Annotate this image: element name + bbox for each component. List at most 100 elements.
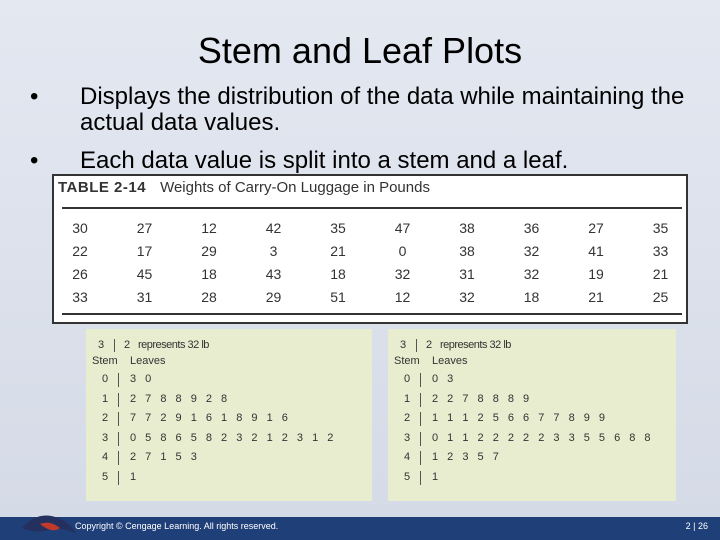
table-cell: 36	[523, 220, 540, 236]
stem: 1	[101, 392, 109, 405]
table-cell: 17	[136, 243, 153, 259]
key-text: represents 32 lb	[138, 339, 209, 351]
divider	[420, 451, 421, 465]
table-cell: 18	[523, 289, 540, 305]
rule	[62, 313, 682, 315]
table-caption: Weights of Carry-On Luggage in Pounds	[160, 179, 430, 196]
divider	[420, 412, 421, 426]
stem-header: Stem	[92, 355, 118, 367]
stem: 1	[403, 392, 411, 405]
leaves: 7 7 2 9 1 6 1 8 9 1 6	[130, 412, 288, 424]
table-cell: 12	[201, 220, 217, 236]
table-cell: 38	[459, 220, 475, 236]
table-cell: 19	[588, 266, 604, 282]
key-stem: 3	[399, 339, 407, 351]
data-table: TABLE 2-14 Weights of Carry-On Luggage in…	[52, 174, 688, 324]
table-cell: 27	[588, 220, 604, 236]
leaves: 2 2 7 8 8 8 9	[432, 392, 530, 405]
divider	[420, 392, 421, 407]
table-cell: 32	[523, 243, 540, 259]
divider	[118, 470, 119, 485]
stem: 0	[403, 373, 411, 385]
stem-header: Stem	[394, 355, 420, 367]
page-number: 2 | 26	[685, 521, 708, 531]
divider	[118, 451, 119, 465]
table-cell: 35	[652, 220, 669, 236]
leaves-header: Leaves	[432, 355, 468, 367]
stem: 3	[403, 431, 411, 444]
table-cell: 31	[459, 266, 475, 282]
leaves: 0 3	[432, 373, 454, 385]
divider	[118, 392, 119, 407]
divider	[420, 431, 421, 446]
table-cell: 28	[201, 289, 217, 305]
leaves: 1 2 3 5 7	[432, 451, 499, 463]
rule	[62, 207, 682, 209]
stem: 4	[101, 451, 109, 463]
stem-leaf-panel: 3 2 represents 32 lb Stem Leaves 0 0 3 1 2 2 7 8…	[388, 329, 676, 501]
table-cell: 30	[72, 220, 88, 236]
stem: 3	[101, 431, 109, 444]
key-stem: 3	[97, 339, 105, 351]
leaves: 3 0	[130, 373, 152, 385]
table-cell: 38	[459, 243, 475, 259]
table-cell: 33	[72, 289, 88, 305]
stem-leaf-panel: 3 2 represents 32 lb Stem Leaves 0 3 0 1 2 7 8 8…	[86, 329, 372, 501]
stem: 2	[101, 412, 109, 424]
key-divider	[416, 339, 417, 352]
table-cell: 25	[652, 289, 669, 305]
leaves: 2 7 1 5 3	[130, 451, 197, 463]
bird-logo	[22, 515, 76, 534]
leaves: 0 5 8 6 5 8 2 3 2 1 2 3 1 2	[130, 431, 334, 444]
table-cell: 42	[265, 220, 282, 236]
table-cell: 41	[588, 243, 604, 259]
footer-bar	[0, 517, 720, 540]
leaves: 0 1 1 2 2 2 2 2 3 3 5 5 6 8 8	[432, 431, 651, 444]
table-cell: 0	[398, 243, 407, 259]
table-cell: 32	[459, 289, 475, 305]
stem: 5	[403, 470, 411, 483]
divider	[420, 373, 421, 387]
copyright: Copyright © Cengage Learning. All rights…	[75, 521, 279, 531]
stem: 2	[403, 412, 411, 424]
stem: 0	[101, 373, 109, 385]
key-text: represents 32 lb	[440, 339, 511, 351]
table-cell: 27	[136, 220, 153, 236]
key-leaf: 2	[124, 339, 131, 351]
table-cell: 29	[201, 243, 217, 259]
table-cell: 18	[201, 266, 217, 282]
key-leaf: 2	[426, 339, 433, 351]
table-cell: 12	[394, 289, 411, 305]
stem: 4	[403, 451, 411, 463]
leaves-header: Leaves	[130, 355, 166, 367]
table-cell: 3	[269, 243, 278, 259]
divider	[118, 412, 119, 426]
leaves: 1	[432, 470, 439, 483]
slide-title: Stem and Leaf Plots	[197, 30, 523, 71]
table-cell: 32	[394, 266, 411, 282]
divider	[118, 373, 119, 387]
table-cell: 21	[330, 243, 346, 259]
table-cell: 21	[652, 266, 669, 282]
table-cell: 26	[72, 266, 88, 282]
leaves: 1	[130, 470, 137, 483]
table-cell: 32	[523, 266, 540, 282]
table-cell: 29	[265, 289, 282, 305]
leaves: 1 1 1 2 5 6 6 7 7 8 9 9	[432, 412, 606, 424]
table-cell: 18	[330, 266, 346, 282]
stem: 5	[101, 470, 109, 483]
table-cell: 51	[330, 289, 346, 305]
bullet-text: Each data value is split into a stem and…	[80, 147, 569, 174]
divider	[118, 431, 119, 446]
table-cell: 35	[330, 220, 346, 236]
table-cell: 22	[72, 243, 88, 259]
divider	[420, 470, 421, 485]
table-cell: 33	[652, 243, 669, 259]
table-number: TABLE 2-14	[58, 179, 147, 196]
table-cell: 21	[588, 289, 604, 305]
table-cell: 45	[136, 266, 153, 282]
bullet-text: Displays the distribution of the data wh…	[80, 83, 685, 136]
table-header: TABLE 2-14 Weights of Carry-On Luggage in…	[58, 179, 430, 196]
table-cell: 47	[394, 220, 411, 236]
